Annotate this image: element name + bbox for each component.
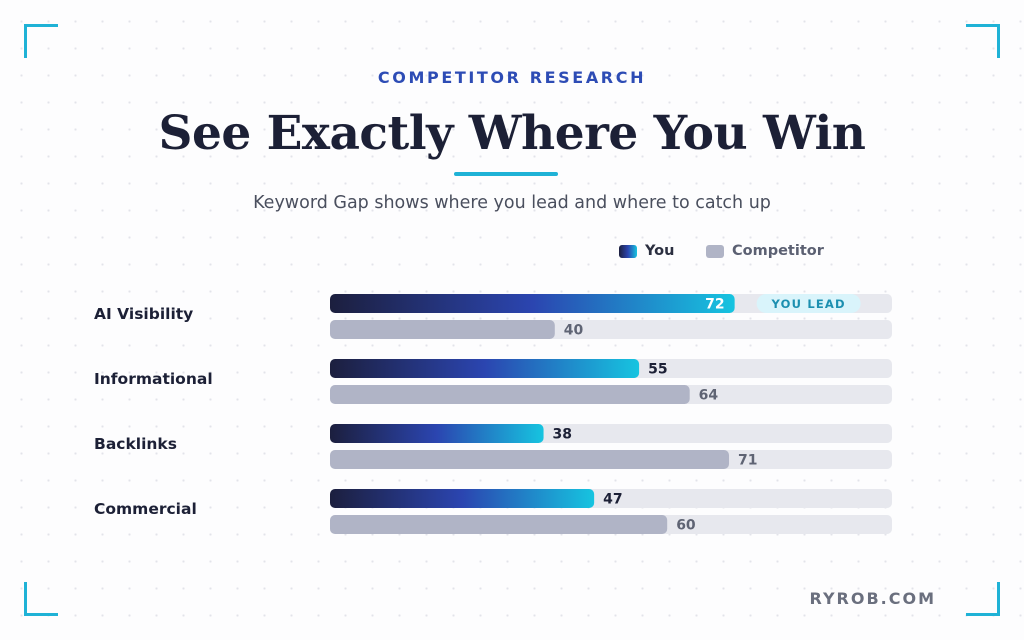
corner-bracket-top-right: [966, 24, 1000, 58]
value-label-competitor-informational: 64: [699, 388, 719, 404]
bar-competitor-commercial: [330, 515, 668, 534]
you-lead-badge: [756, 294, 861, 313]
value-label-competitor-backlinks: 71: [738, 453, 757, 469]
bar-competitor-informational: [330, 385, 690, 404]
category-label-informational: Informational: [94, 370, 213, 388]
legend-item-competitor: Competitor: [706, 243, 824, 259]
corner-bracket-bottom-right: [966, 582, 1000, 616]
category-label-ai-visibility: AI Visibility: [94, 305, 193, 323]
brand-footer: RYROB.COM: [809, 589, 936, 608]
legend-swatch-competitor: [706, 244, 724, 258]
corner-bracket-bottom-left: [24, 582, 58, 616]
value-label-you-ai-visibility: 72: [705, 297, 724, 313]
page-subtitle: Keyword Gap shows where you lead and whe…: [253, 193, 771, 213]
value-label-you-backlinks: 38: [553, 427, 572, 443]
bar-you-backlinks: [330, 424, 544, 443]
legend-item-you: You: [619, 243, 674, 259]
bar-competitor-backlinks: [330, 450, 730, 469]
value-label-you-commercial: 47: [603, 492, 622, 508]
value-label-competitor-ai-visibility: 40: [564, 323, 584, 339]
corner-bracket-top-left: [24, 24, 58, 58]
legend-label-you: You: [645, 243, 675, 259]
bar-you-ai-visibility: [330, 294, 735, 313]
page-title: See Exactly Where You Win: [158, 106, 866, 161]
you-lead-badge-text: YOU LEAD: [771, 297, 846, 311]
value-label-competitor-commercial: 60: [676, 518, 696, 534]
category-label-backlinks: Backlinks: [94, 435, 177, 453]
bar-you-informational: [330, 359, 640, 378]
bar-you-commercial: [330, 489, 595, 508]
title-underline: [454, 172, 558, 176]
value-label-you-informational: 55: [648, 362, 667, 378]
category-label-commercial: Commercial: [94, 500, 197, 518]
bar-competitor-ai-visibility: [330, 320, 555, 339]
legend-swatch-you: [619, 244, 637, 258]
eyebrow-label: COMPETITOR RESEARCH: [377, 68, 647, 87]
legend-label-competitor: Competitor: [732, 243, 824, 259]
